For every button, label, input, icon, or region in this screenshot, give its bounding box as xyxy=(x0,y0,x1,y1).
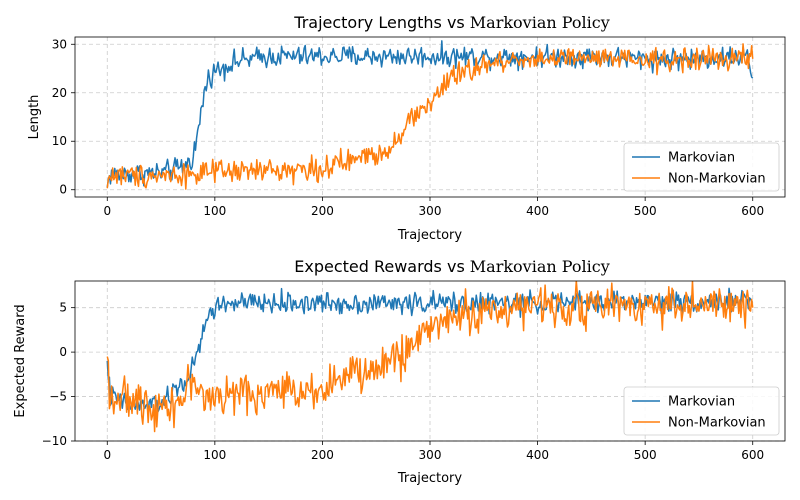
x-tick-label: 0 xyxy=(103,204,111,218)
y-tick-label: 0 xyxy=(59,345,67,359)
x-axis-ticks: 0 100 200 300 400 500 600 xyxy=(103,197,764,218)
y-axis-ticks: 0 10 20 30 xyxy=(52,37,75,197)
legend-label: Markovian xyxy=(668,395,735,410)
chart-title: Trajectory Lengths vs Markovian Policy xyxy=(293,13,609,32)
y-axis-label: Expected Reward xyxy=(13,304,28,417)
y-tick-label: −5 xyxy=(49,390,67,404)
y-axis-ticks: −10 −5 0 5 xyxy=(42,301,75,448)
series-layer xyxy=(106,281,754,433)
y-tick-label: 20 xyxy=(52,86,67,100)
trajectory-lengths-chart: Trajectory Lengths vs Markovian Policy 0 1… xyxy=(27,13,786,243)
x-tick-label: 500 xyxy=(634,448,657,462)
series-line-non-markovian xyxy=(106,43,754,190)
expected-rewards-chart: Expected Rewards vs Markovian Policy 0 100… xyxy=(13,257,786,486)
series-line-markovian xyxy=(106,287,754,414)
y-tick-label: 30 xyxy=(52,37,67,51)
x-tick-label: 0 xyxy=(103,448,111,462)
y-axis-label: Length xyxy=(27,95,42,140)
legend-label: Non-Markovian xyxy=(668,416,766,431)
x-tick-label: 600 xyxy=(741,204,764,218)
legend-label: Non-Markovian xyxy=(668,172,766,187)
legend: Markovian Non-Markovian xyxy=(623,142,780,192)
x-axis-label: Trajectory xyxy=(397,228,462,243)
x-tick-label: 300 xyxy=(419,204,442,218)
y-tick-label: 0 xyxy=(59,183,67,197)
x-tick-label: 600 xyxy=(741,448,764,462)
x-axis-label: Trajectory xyxy=(397,471,462,486)
chart-title: Expected Rewards vs Markovian Policy xyxy=(294,257,610,276)
x-tick-label: 200 xyxy=(311,448,334,462)
series-layer xyxy=(106,40,754,190)
x-tick-label: 400 xyxy=(526,204,549,218)
legend: Markovian Non-Markovian xyxy=(623,386,780,436)
legend-box xyxy=(623,142,780,192)
legend-box xyxy=(623,386,780,436)
x-tick-label: 500 xyxy=(634,204,657,218)
series-line-non-markovian xyxy=(106,281,754,433)
legend-label: Markovian xyxy=(668,151,735,166)
x-tick-label: 400 xyxy=(526,448,549,462)
x-tick-label: 300 xyxy=(419,448,442,462)
y-tick-label: 10 xyxy=(52,134,67,148)
x-tick-label: 100 xyxy=(203,204,226,218)
x-tick-label: 100 xyxy=(203,448,226,462)
x-tick-label: 200 xyxy=(311,204,334,218)
x-axis-ticks: 0 100 200 300 400 500 600 xyxy=(103,441,764,462)
y-tick-label: −10 xyxy=(42,434,67,448)
y-tick-label: 5 xyxy=(59,301,67,315)
